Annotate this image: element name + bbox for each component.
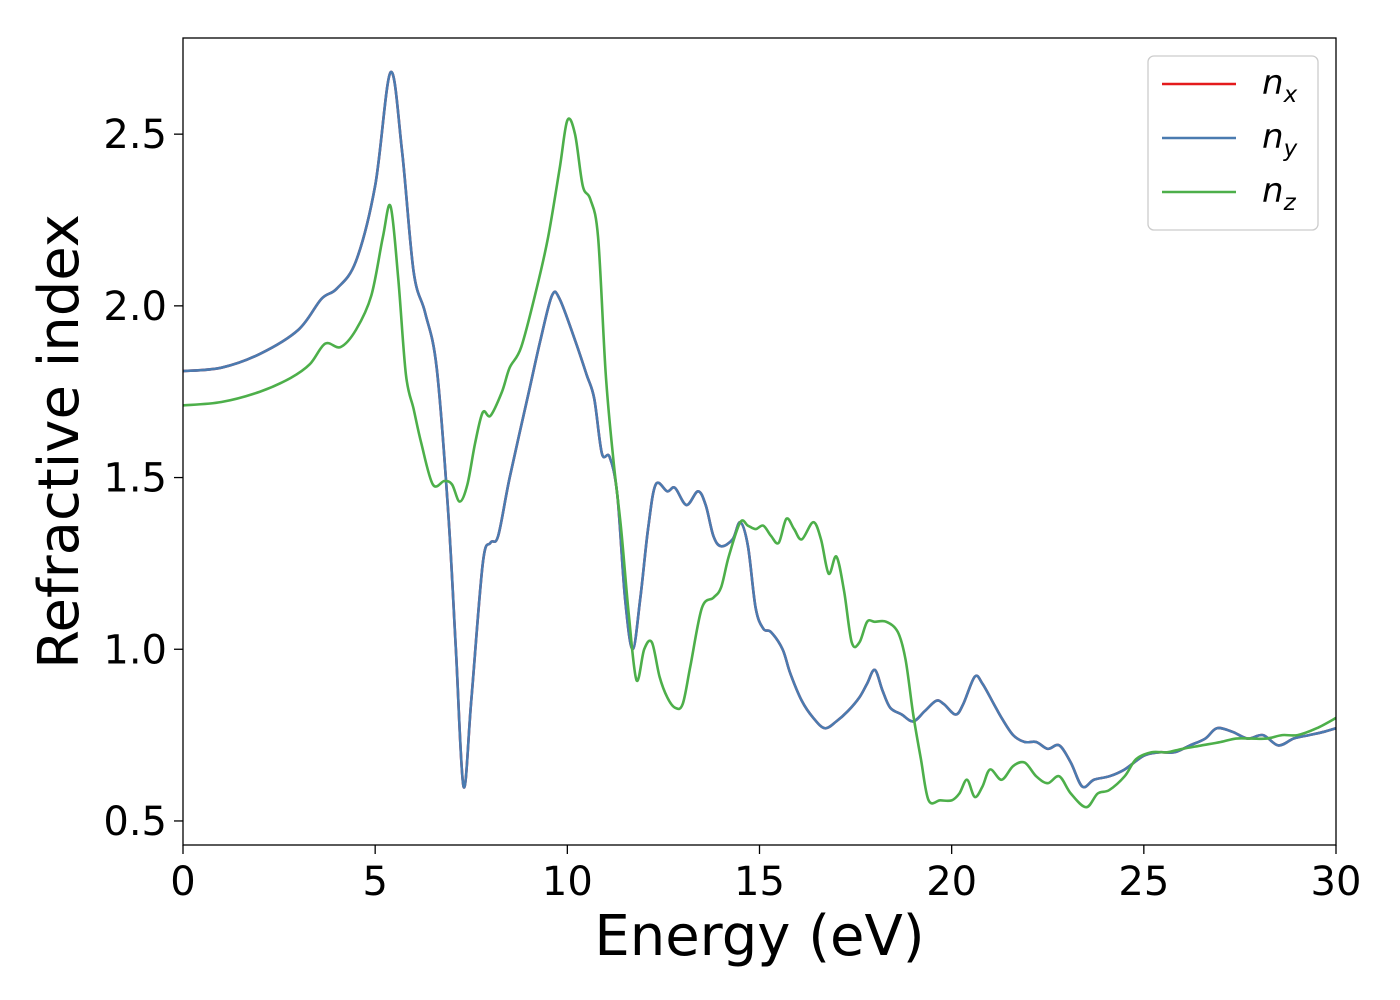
y-tick-label: 2.5: [103, 112, 167, 158]
legend-item-nx: nx: [1162, 63, 1298, 108]
x-axis-ticks: 0 5 10 15 20 25 30: [170, 845, 1361, 905]
legend-label: nx: [1262, 63, 1298, 108]
legend-label-subscript: y: [1283, 136, 1298, 162]
x-tick-label: 10: [542, 859, 593, 905]
legend-label-main: n: [1262, 117, 1284, 157]
series-line-ny: [183, 70, 1336, 789]
y-tick-label: 0.5: [103, 799, 167, 845]
y-tick-label: 1.0: [103, 627, 167, 673]
legend-item-nz: nz: [1162, 171, 1297, 216]
x-axis-title: Energy (eV): [594, 904, 924, 969]
legend-label-subscript: x: [1283, 82, 1298, 108]
series-line-nz: [183, 117, 1336, 809]
x-tick-label: 25: [1118, 859, 1169, 905]
legend-label-main: n: [1262, 171, 1284, 211]
y-axis-title: Refractive index: [27, 214, 92, 669]
legend-label: nz: [1262, 171, 1297, 216]
plot-lines: [183, 70, 1336, 809]
x-tick-label: 0: [170, 859, 195, 905]
legend-label-main: n: [1262, 63, 1284, 103]
legend-label: ny: [1262, 117, 1298, 162]
x-tick-label: 30: [1311, 859, 1362, 905]
legend-item-ny: ny: [1162, 117, 1298, 162]
y-tick-label: 2.0: [103, 284, 167, 330]
legend-label-subscript: z: [1283, 190, 1297, 216]
x-tick-label: 15: [734, 859, 785, 905]
x-tick-label: 5: [362, 859, 387, 905]
y-tick-label: 1.5: [103, 456, 167, 502]
x-tick-label: 20: [926, 859, 977, 905]
legend-box: [1147, 55, 1319, 231]
y-axis-ticks: 0.5 1.0 1.5 2.0 2.5: [103, 112, 183, 845]
